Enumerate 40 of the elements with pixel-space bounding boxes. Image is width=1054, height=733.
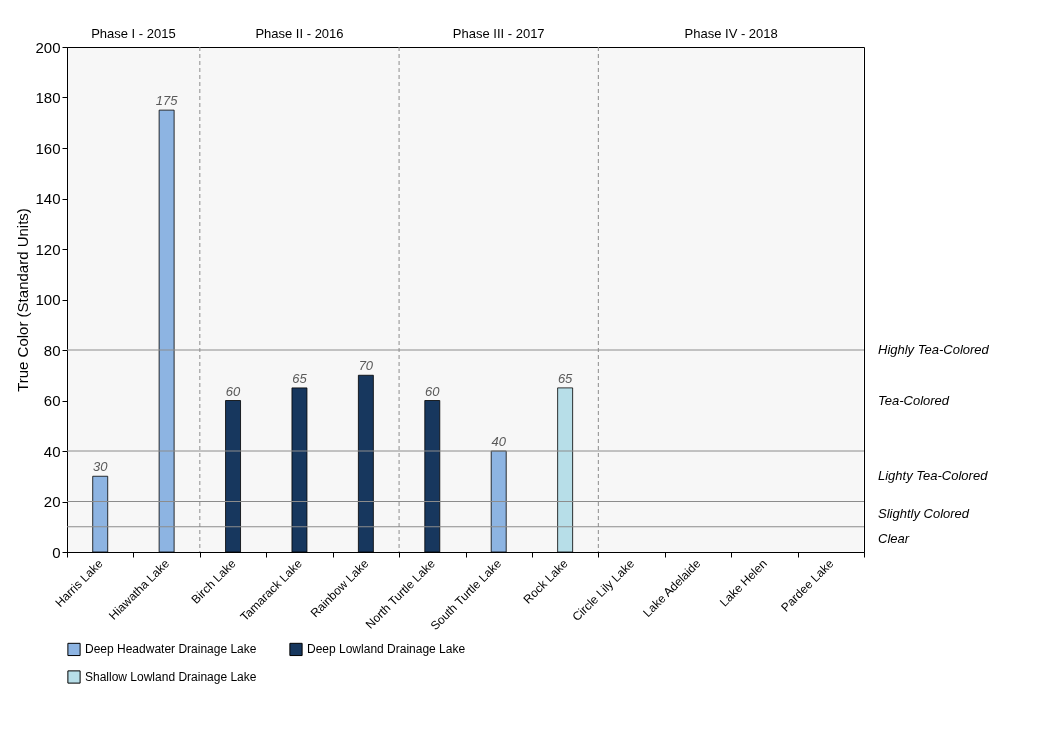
text: Lighty Tea-Colored <box>878 468 989 484</box>
text: Slightly Colored <box>878 506 970 522</box>
y-axis-title: True Color (Standard Units) <box>14 208 32 392</box>
band-label: Phase III - 2017 <box>452 26 545 41</box>
data-label: 65 <box>557 370 574 386</box>
y-tick-label: 0 <box>52 543 61 561</box>
y-tick-label: 100 <box>35 291 61 308</box>
legend-label: Deep Lowland Drainage Lake <box>307 642 466 657</box>
y-tick-label: 120 <box>35 240 61 258</box>
data-label: 40 <box>491 434 507 449</box>
legend-label: Deep Headwater Drainage Lake <box>85 642 257 657</box>
data-label: 70 <box>358 358 374 374</box>
bar <box>291 387 308 553</box>
bar <box>225 400 241 553</box>
legend-label: Shallow Lowland Drainage Lake <box>85 670 257 684</box>
y-tick-label: 40 <box>43 442 61 460</box>
bar <box>158 109 175 553</box>
band-label: Phase II - 2016 <box>255 26 344 41</box>
y-tick-label: 140 <box>35 190 61 207</box>
y-tick-label: 160 <box>35 139 61 157</box>
text: Tea-Colored <box>878 392 950 408</box>
data-label: 65 <box>292 370 308 386</box>
data-label: 175 <box>155 93 179 109</box>
data-label: 60 <box>425 383 441 399</box>
band-label: Phase IV - 2018 <box>684 26 778 41</box>
text: Highly Tea-Colored <box>878 342 990 357</box>
text: Clear <box>878 531 910 547</box>
band-label: Phase I - 2015 <box>91 26 176 41</box>
bar <box>357 374 374 553</box>
bar <box>92 475 109 553</box>
bar <box>490 450 507 553</box>
y-tick-label: 60 <box>43 392 61 409</box>
y-tick-label: 80 <box>43 341 61 359</box>
data-label: 30 <box>92 459 109 475</box>
bar <box>557 387 574 553</box>
y-tick-label: 20 <box>43 493 61 510</box>
data-label: 60 <box>225 383 242 399</box>
y-tick-label: 180 <box>35 89 61 106</box>
bar <box>424 400 441 553</box>
y-tick-label: 200 <box>35 38 61 56</box>
